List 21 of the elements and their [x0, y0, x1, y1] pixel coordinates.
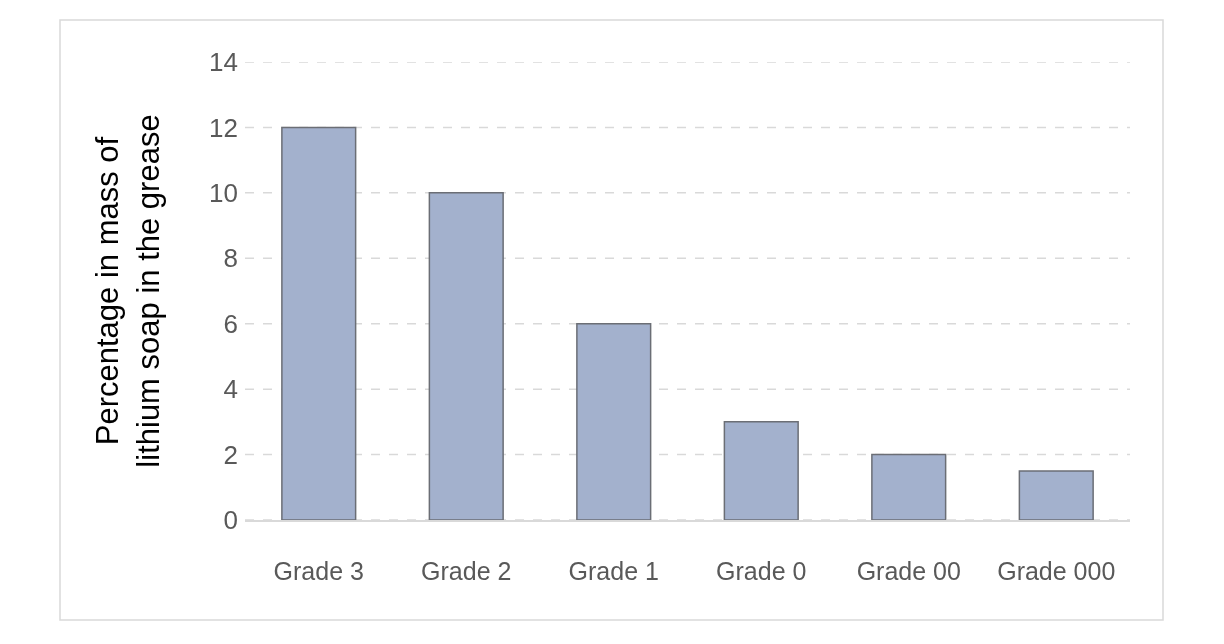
bar	[871, 453, 947, 520]
bar	[723, 421, 799, 520]
y-tick-label: 2	[223, 439, 238, 470]
bar	[428, 192, 504, 520]
bar	[281, 126, 357, 520]
x-tick-label: Grade 000	[997, 557, 1116, 585]
y-tick-label: 6	[223, 308, 238, 339]
bar	[1018, 470, 1094, 520]
bar	[576, 322, 652, 520]
y-tick-label: 8	[223, 243, 238, 274]
y-tick-label: 14	[209, 47, 238, 78]
x-tick-label: Grade 0	[716, 557, 807, 585]
y-tick-label: 4	[223, 374, 238, 405]
y-tick-label: 12	[209, 112, 238, 143]
y-tick-label: 0	[223, 505, 238, 536]
x-tick-label: Grade 1	[568, 557, 659, 585]
y-tick-label: 10	[209, 177, 238, 208]
x-tick-label: Grade 00	[856, 557, 961, 585]
x-tick-label: Grade 2	[421, 557, 512, 585]
y-axis-title: Percentage in mass of lithium soap in the grease	[90, 114, 166, 468]
x-tick-label: Grade 3	[273, 557, 364, 585]
